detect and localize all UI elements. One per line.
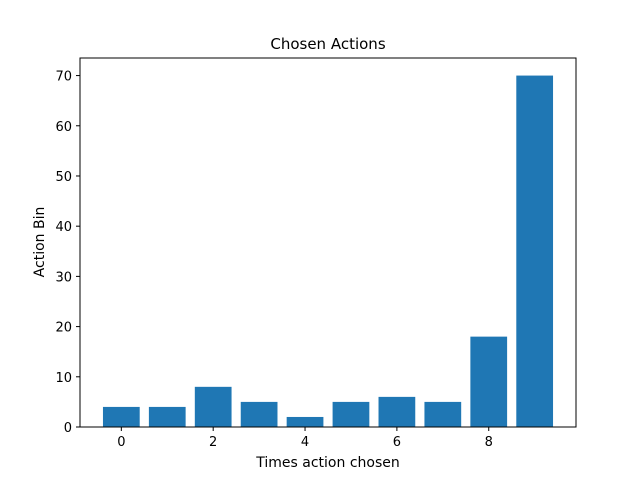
bar-0: [102, 406, 140, 427]
bar-8: [470, 336, 508, 427]
x-tick-label: 6: [393, 435, 401, 450]
x-tick-label: 0: [117, 435, 125, 450]
bar-3: [240, 401, 278, 427]
plot-area-frame: [79, 57, 577, 428]
bar-5: [332, 401, 370, 427]
x-tick-label: 8: [485, 435, 493, 450]
chart-title: Chosen Actions: [270, 35, 385, 53]
y-axis-ticks: 0 10 20 30 40 50 60 70: [55, 70, 80, 436]
y-tick-label: 40: [55, 220, 72, 235]
x-axis-label: Times action chosen: [255, 455, 399, 471]
y-tick-label: 60: [55, 120, 72, 135]
x-tick-label: 2: [209, 435, 217, 450]
bars-group: [102, 75, 554, 428]
y-tick-label: 0: [64, 421, 72, 436]
bar-1: [148, 406, 186, 427]
y-axis-label: Action Bin: [32, 207, 48, 278]
y-tick-label: 30: [55, 270, 72, 285]
x-tick-label: 4: [301, 435, 309, 450]
bar-6: [378, 396, 416, 427]
x-axis-ticks: 0 2 4 6 8: [117, 427, 493, 450]
bar-4: [286, 416, 324, 427]
bar-9: [516, 75, 554, 428]
bar-7: [424, 401, 462, 427]
y-tick-label: 70: [55, 70, 72, 85]
y-tick-label: 20: [55, 321, 72, 336]
y-tick-label: 10: [55, 371, 72, 386]
y-tick-label: 50: [55, 170, 72, 185]
bar-2: [194, 386, 232, 427]
